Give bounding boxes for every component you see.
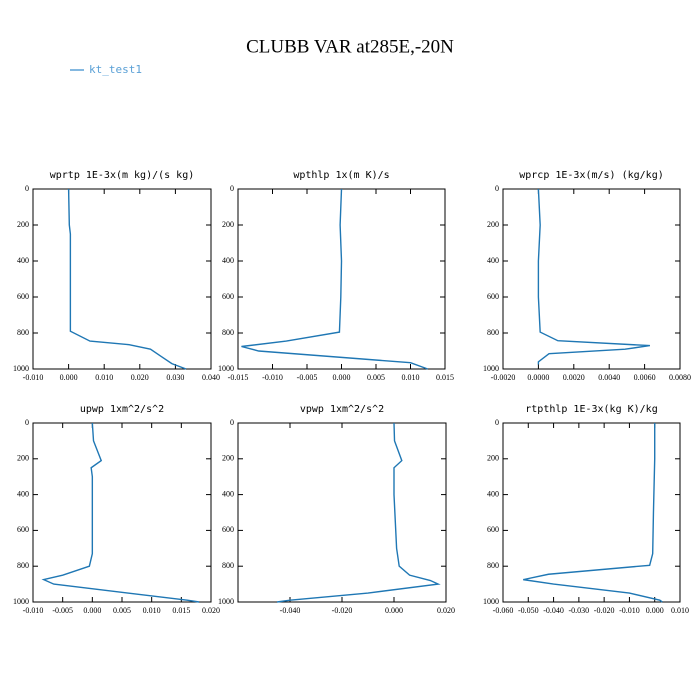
y-tick-label: 0 [25,184,29,193]
x-tick-label: -0.010 [23,373,44,382]
x-tick-label: -0.040 [280,606,301,615]
x-tick-label: 0.000 [333,373,351,382]
x-tick-label: -0.020 [332,606,353,615]
x-tick-label: 0.0040 [598,373,620,382]
plot-frame [502,422,681,603]
x-tick-label: 0.010 [402,373,420,382]
x-tick-label: 0.000 [646,606,664,615]
x-tick-label: -0.015 [228,373,249,382]
y-tick-label: 200 [17,220,29,229]
y-tick-label: 0 [495,418,499,427]
x-tick-label: 0.040 [202,373,220,382]
x-tick-label: -0.030 [569,606,590,615]
y-tick-label: 1000 [13,597,29,606]
y-tick-label: 600 [222,292,234,301]
y-tick-label: 1000 [483,597,499,606]
y-tick-label: 400 [17,489,29,498]
y-tick-label: 0 [230,184,234,193]
y-tick-label: 600 [17,292,29,301]
x-tick-label: 0.010 [143,606,161,615]
x-tick-label: -0.005 [52,606,73,615]
y-tick-label: 200 [17,454,29,463]
profile-line [276,422,441,603]
x-tick-label: -0.010 [262,373,283,382]
x-tick-label: 0.0060 [634,373,656,382]
x-tick-label: 0.0080 [669,373,691,382]
x-tick-label: -0.020 [594,606,615,615]
y-tick-label: 200 [487,454,499,463]
x-tick-label: -0.005 [297,373,318,382]
x-tick-label: 0.010 [671,606,689,615]
panel-title: rtpthlp 1E-3x(kg K)/kg [525,404,657,415]
x-tick-label: 0.020 [131,373,149,382]
x-tick-label: 0.000 [385,606,403,615]
panel-title: wprcp 1E-3x(m/s) (kg/kg) [519,170,664,181]
profile-line [241,188,428,370]
x-tick-label: -0.010 [619,606,640,615]
y-tick-label: 1000 [13,364,29,373]
profile-line [67,188,187,370]
x-tick-label: 0.005 [367,373,385,382]
profile-line [523,423,663,603]
y-tick-label: 800 [487,328,499,337]
x-tick-label: -0.0020 [491,373,516,382]
x-tick-label: 0.015 [172,606,190,615]
panel-title: vpwp 1xm^2/s^2 [300,404,384,415]
y-tick-label: 600 [222,525,234,534]
legend-label: kt_test1 [89,63,142,76]
y-tick-label: 600 [487,292,499,301]
y-tick-label: 1000 [483,364,499,373]
x-tick-label: 0.010 [95,373,113,382]
panel-title: wprtp 1E-3x(m kg)/(s kg) [50,170,195,181]
x-tick-label: -0.010 [23,606,44,615]
x-tick-label: 0.020 [437,606,455,615]
x-tick-label: 0.0000 [527,373,549,382]
y-tick-label: 600 [17,525,29,534]
x-tick-label: -0.060 [493,606,514,615]
profile-line [41,422,200,603]
x-tick-label: 0.005 [113,606,131,615]
y-tick-label: 0 [495,184,499,193]
y-tick-label: 600 [487,525,499,534]
y-tick-label: 800 [222,561,234,570]
x-tick-label: 0.000 [60,373,78,382]
y-tick-label: 800 [487,561,499,570]
y-tick-label: 400 [17,256,29,265]
y-tick-label: 1000 [218,597,234,606]
x-tick-label: 0.030 [166,373,184,382]
y-tick-label: 1000 [218,364,234,373]
y-tick-label: 200 [222,220,234,229]
x-tick-label: 0.020 [202,606,220,615]
x-tick-label: -0.040 [543,606,564,615]
x-tick-label: 0.0020 [563,373,585,382]
y-tick-label: 800 [17,561,29,570]
figure-title: CLUBB VAR at285E,-20N [246,36,454,57]
y-tick-label: 400 [487,256,499,265]
y-tick-label: 400 [487,489,499,498]
y-tick-label: 800 [17,328,29,337]
plot-frame [237,422,447,603]
y-tick-label: 200 [487,220,499,229]
y-tick-label: 400 [222,256,234,265]
plot-frame [502,188,681,370]
panel-title: wpthlp 1x(m K)/s [293,170,389,181]
x-tick-label: 0.015 [436,373,454,382]
panel-title: upwp 1xm^2/s^2 [80,404,164,415]
y-tick-label: 400 [222,489,234,498]
x-tick-label: -0.050 [518,606,539,615]
y-tick-label: 200 [222,454,234,463]
plot-frame [32,188,212,370]
y-tick-label: 800 [222,328,234,337]
y-tick-label: 0 [25,418,29,427]
y-tick-label: 0 [230,418,234,427]
profile-line [537,188,651,365]
x-tick-label: 0.000 [83,606,101,615]
